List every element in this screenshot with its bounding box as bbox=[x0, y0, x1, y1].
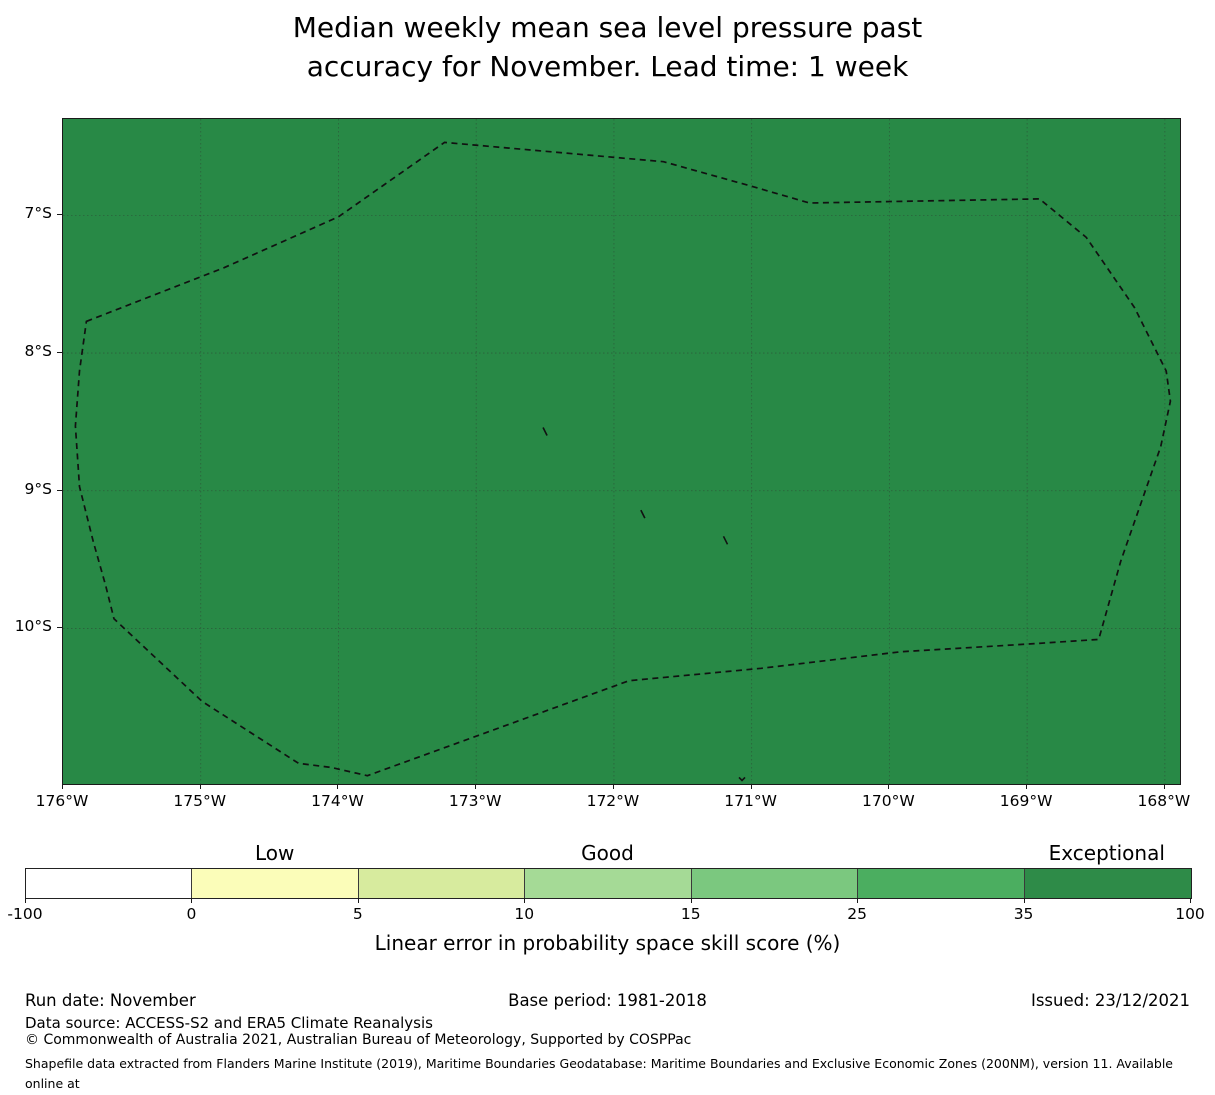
x-axis-tick-label: 171°W bbox=[724, 792, 777, 810]
colorbar-tick-label: 35 bbox=[1013, 905, 1034, 923]
colorbar-tick-mark bbox=[1190, 898, 1191, 903]
y-axis-tick-label: 10°S bbox=[14, 617, 52, 636]
footer-shapefile-note: Shapefile data extracted from Flanders M… bbox=[25, 1056, 1173, 1091]
colorbar-category-label: Low bbox=[254, 841, 295, 865]
colorbar-segment bbox=[1024, 869, 1191, 898]
x-axis-tick-label: 172°W bbox=[586, 792, 640, 810]
x-axis-tick-mark bbox=[475, 784, 477, 789]
colorbar-tick-label: 0 bbox=[186, 905, 197, 923]
page-title: Median weekly mean sea level pressure pa… bbox=[292, 11, 923, 83]
y-axis-tick-label: 7°S bbox=[24, 204, 52, 223]
colorbar-tick-label: 5 bbox=[352, 905, 363, 923]
y-axis-tick-mark bbox=[57, 214, 62, 216]
x-axis-tick-label: 168°W bbox=[1137, 792, 1191, 810]
colorbar-category-label: Good bbox=[581, 841, 634, 865]
x-axis-tick-label: 174°W bbox=[311, 792, 364, 810]
colorbar-tick-label: 25 bbox=[847, 905, 867, 923]
footer-run-date: Run date: November bbox=[25, 991, 196, 1010]
colorbar-segment bbox=[358, 869, 526, 898]
colorbar-segment bbox=[858, 869, 1025, 898]
footer-data-source: Data source: ACCESS-S2 and ERA5 Climate … bbox=[25, 1014, 433, 1032]
colorbar-axis-label: Linear error in probability space skill … bbox=[374, 931, 841, 955]
colorbar-tick-mark bbox=[25, 898, 26, 903]
colorbar-segment bbox=[192, 869, 359, 898]
colorbar-segment bbox=[525, 869, 692, 898]
colorbar-category-label: Exceptional bbox=[1048, 841, 1165, 865]
x-axis-tick-mark bbox=[1163, 784, 1165, 789]
colorbar-tick-mark bbox=[690, 898, 692, 903]
y-axis-tick-mark bbox=[57, 489, 62, 491]
y-axis-tick-mark bbox=[57, 627, 62, 629]
colorbar-segment bbox=[691, 869, 859, 898]
colorbar-segment bbox=[26, 869, 193, 898]
colorbar-tick-label: 15 bbox=[680, 905, 701, 923]
x-axis-tick-mark bbox=[62, 784, 63, 789]
colorbar-tick-mark bbox=[857, 898, 859, 903]
x-axis-tick-mark bbox=[337, 784, 339, 789]
y-axis-tick-mark bbox=[57, 352, 62, 354]
island-mark bbox=[542, 427, 548, 436]
colorbar bbox=[25, 868, 1192, 899]
y-axis-tick-label: 8°S bbox=[24, 342, 52, 361]
colorbar-tick-label: 10 bbox=[514, 905, 535, 923]
y-axis-tick-label: 9°S bbox=[24, 479, 52, 498]
colorbar-tick-mark bbox=[1023, 898, 1025, 903]
x-axis-tick-label: 176°W bbox=[35, 792, 89, 810]
colorbar-tick-mark bbox=[191, 898, 193, 903]
colorbar-tick-mark bbox=[357, 898, 359, 903]
eez-boundary-path bbox=[74, 141, 1172, 777]
x-axis-tick-label: 170°W bbox=[862, 792, 915, 810]
colorbar-tick-label: -100 bbox=[7, 905, 43, 923]
colorbar-tick-label: 100 bbox=[1175, 905, 1205, 923]
x-axis-tick-label: 169°W bbox=[999, 792, 1053, 810]
island-mark bbox=[640, 509, 646, 519]
footer-base-period: Base period: 1981-2018 bbox=[508, 991, 707, 1010]
island-mark bbox=[722, 535, 729, 545]
footer-copyright: © Commonwealth of Australia 2021, Austra… bbox=[25, 1032, 692, 1048]
x-axis-tick-label: 173°W bbox=[448, 792, 502, 810]
map-plot bbox=[62, 118, 1181, 785]
colorbar-tick-mark bbox=[524, 898, 526, 903]
x-axis-tick-mark bbox=[612, 784, 614, 789]
footer-issued: Issued: 23/12/2021 bbox=[1030, 991, 1190, 1010]
x-axis-tick-label: 175°W bbox=[173, 792, 227, 810]
x-axis-tick-mark bbox=[1026, 784, 1028, 789]
x-axis-tick-mark bbox=[199, 784, 201, 789]
island-mark bbox=[738, 776, 746, 782]
map-svg bbox=[63, 119, 1180, 784]
x-axis-tick-mark bbox=[888, 784, 890, 789]
x-axis-tick-mark bbox=[750, 784, 752, 789]
